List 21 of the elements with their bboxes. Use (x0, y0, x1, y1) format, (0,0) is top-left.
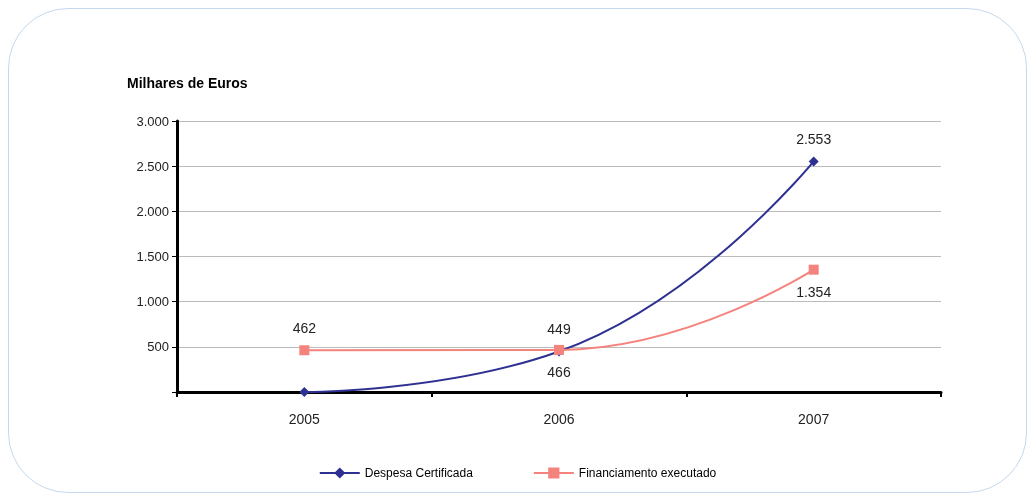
y-tick-label: 2.500 (136, 158, 169, 174)
data-label: 1.354 (796, 283, 832, 300)
x-tick-label: 2005 (288, 411, 321, 427)
legend-label: Despesa Certificada (364, 466, 474, 480)
point (299, 345, 310, 356)
y-tick-label: 2.000 (136, 203, 169, 219)
legend-label: Financiamento executado (578, 466, 717, 480)
point (299, 387, 310, 397)
data-label: 466 (547, 363, 571, 380)
y-axis-title: Milhares de Euros (127, 75, 248, 91)
y-tick-label: 3.000 (136, 113, 169, 129)
x-tick-label: 2006 (543, 411, 575, 427)
x-tick-label: 2007 (798, 411, 830, 427)
data-label: 449 (547, 321, 571, 338)
data-label: 462 (292, 320, 317, 337)
point (808, 264, 819, 275)
point (808, 156, 819, 167)
y-tick-label: 1.500 (136, 249, 169, 264)
y-tick-label: 500 (147, 339, 169, 355)
y-tick-label: 1.000 (136, 294, 169, 310)
data-label: 2.553 (796, 131, 832, 148)
